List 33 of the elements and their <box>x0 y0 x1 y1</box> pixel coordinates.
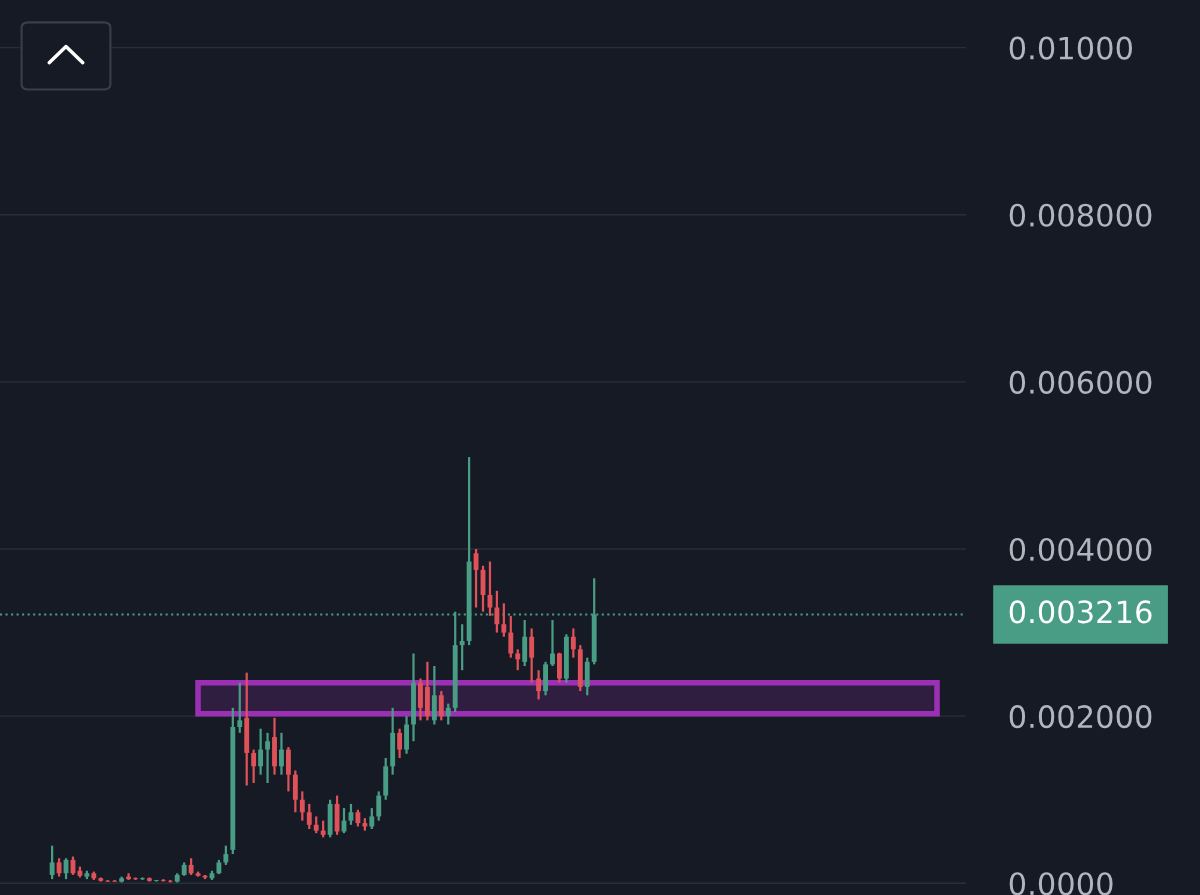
candlestick <box>570 627 576 659</box>
candlestick <box>279 731 284 776</box>
candlestick <box>251 748 257 785</box>
candlestick <box>550 618 555 668</box>
candlestick <box>299 790 305 822</box>
candlestick <box>49 844 55 881</box>
candlestick <box>501 602 507 638</box>
candlestick <box>438 689 444 722</box>
candlestick <box>529 627 535 684</box>
y-tick-label: 0.006000 <box>1009 370 1152 394</box>
y-tick-label: 0.0000 <box>1009 872 1113 895</box>
candlestick <box>445 702 451 726</box>
candlestick <box>536 669 542 701</box>
candlestick <box>265 731 270 785</box>
candlestick <box>515 648 521 672</box>
candlestick <box>397 727 403 760</box>
y-tick-label: 0.002000 <box>1009 705 1152 729</box>
y-tick-label: 0.008000 <box>1009 203 1152 227</box>
candlestick <box>223 844 229 867</box>
candlestick <box>258 727 264 776</box>
candlestick <box>508 614 514 659</box>
candlestick <box>237 681 243 734</box>
candlestick <box>369 806 375 831</box>
ref-line-label: 0.003216 <box>1009 600 1152 624</box>
candlestick <box>494 589 500 634</box>
candlestick <box>140 876 145 882</box>
candlestick <box>459 623 465 672</box>
y-tick-label: 0.01000 <box>1009 36 1132 60</box>
candlestick <box>306 802 312 831</box>
candlestick <box>133 876 138 882</box>
candlestick <box>56 857 62 878</box>
candlestick <box>376 790 382 822</box>
y-tick-label: 0.004000 <box>1009 537 1152 562</box>
